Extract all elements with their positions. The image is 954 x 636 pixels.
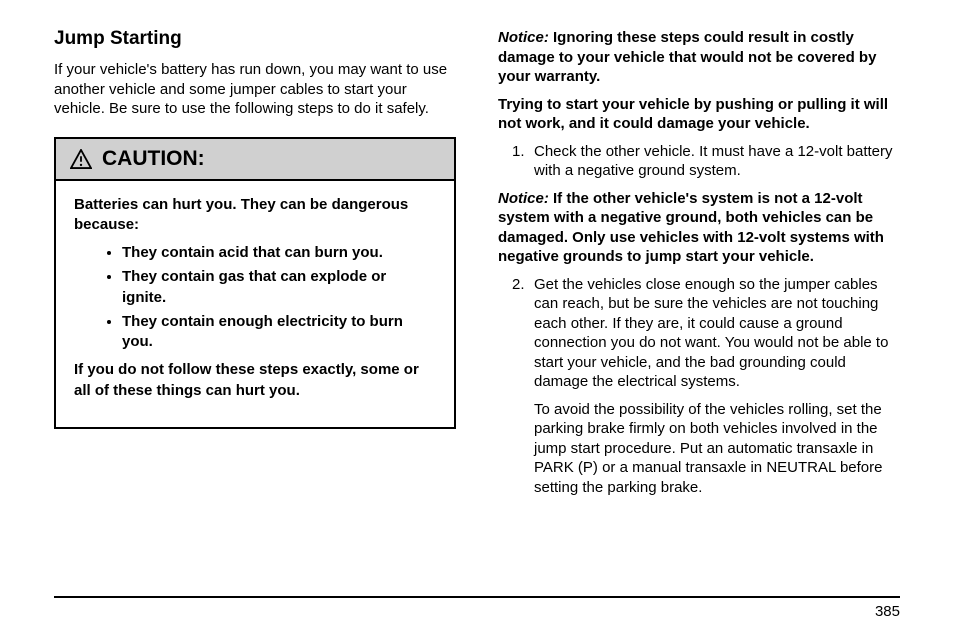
caution-trail: If you do not follow these steps exactly… (74, 360, 436, 401)
caution-bullet: They contain enough electricity to burn … (122, 312, 436, 353)
right-column: Notice: Ignoring these steps could resul… (498, 28, 900, 588)
step-text: Get the vehicles close enough so the jum… (534, 276, 888, 391)
notice-text: Ignoring these steps could result in cos… (498, 29, 876, 85)
footer-rule (54, 596, 900, 598)
intro-paragraph: If your vehicle's battery has run down, … (54, 60, 456, 119)
caution-body: Batteries can hurt you. They can be dang… (56, 181, 454, 427)
step-text: Check the other vehicle. It must have a … (534, 143, 893, 180)
step-1: 1. Check the other vehicle. It must have… (498, 142, 900, 181)
step-2-sub: To avoid the possibility of the vehicles… (534, 400, 900, 498)
warning-triangle-icon (70, 149, 92, 169)
caution-title: CAUTION: (102, 147, 205, 171)
caution-header: CAUTION: (56, 139, 454, 181)
step-2: 2. Get the vehicles close enough so the … (498, 275, 900, 498)
warning-push-paragraph: Trying to start your vehicle by pushing … (498, 95, 900, 134)
page-content: Jump Starting If your vehicle's battery … (54, 28, 900, 588)
notice-paragraph: Notice: Ignoring these steps could resul… (498, 28, 900, 87)
caution-bullet: They contain gas that can explode or ign… (122, 267, 436, 308)
section-heading: Jump Starting (54, 28, 456, 50)
caution-bullet: They contain acid that can burn you. (122, 243, 436, 263)
caution-box: CAUTION: Batteries can hurt you. They ca… (54, 137, 456, 429)
page-number: 385 (875, 603, 900, 620)
notice-paragraph: Notice: If the other vehicle's system is… (498, 189, 900, 267)
step-number: 1. (512, 142, 525, 162)
notice-text: If the other vehicle's system is not a 1… (498, 190, 884, 266)
left-column: Jump Starting If your vehicle's battery … (54, 28, 456, 588)
notice-label: Notice: (498, 29, 549, 46)
step-number: 2. (512, 275, 525, 295)
caution-lead: Batteries can hurt you. They can be dang… (74, 195, 436, 236)
caution-bullet-list: They contain acid that can burn you. The… (74, 243, 436, 352)
notice-label: Notice: (498, 190, 549, 207)
